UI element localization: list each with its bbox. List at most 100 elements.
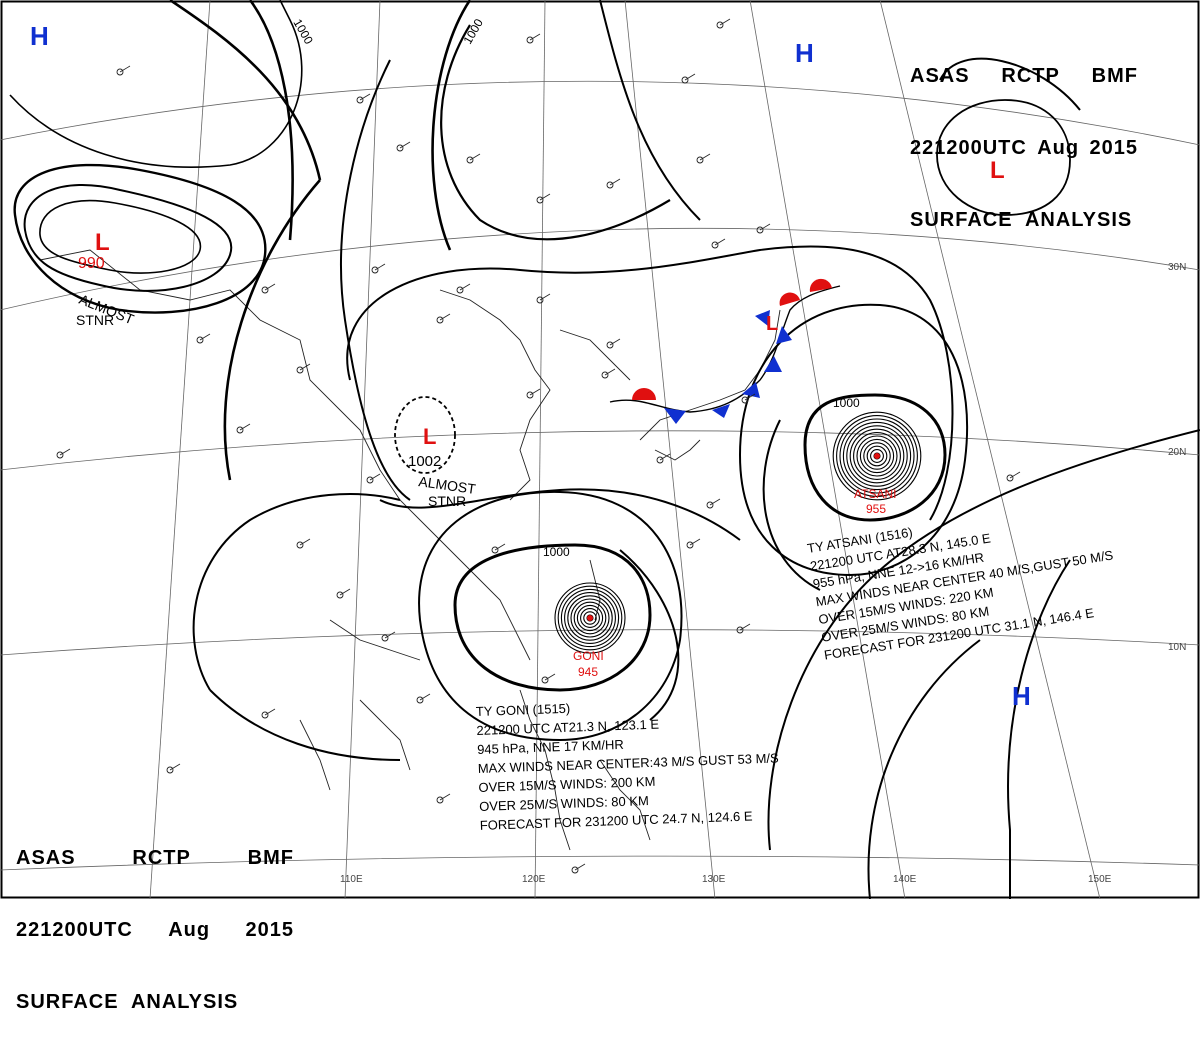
station-marker bbox=[491, 546, 499, 554]
low-center-front: L bbox=[766, 313, 778, 335]
warm-front-semicircle bbox=[632, 388, 656, 400]
station-marker bbox=[296, 541, 304, 549]
station-marker bbox=[571, 866, 579, 874]
station-marker bbox=[261, 286, 269, 294]
title-block-bottom-left: ASAS RCTP BMF 221200UTC Aug 2015 SURFACE ANA… bbox=[16, 798, 294, 1038]
title-year: 2015 bbox=[245, 919, 294, 941]
typhoon-eye bbox=[874, 453, 880, 459]
wind-barb bbox=[359, 93, 371, 101]
atsani-1000-isobar bbox=[803, 393, 947, 522]
wind-barb bbox=[399, 141, 411, 149]
typhoon-ring bbox=[836, 415, 918, 497]
lat-label: 10N bbox=[1168, 642, 1186, 653]
isobar-label: 1000 bbox=[833, 396, 860, 410]
typhoon-goni-name: GONI bbox=[573, 649, 604, 663]
goni-info-line: 945 hPa, NNE 17 KM/HR bbox=[477, 737, 624, 757]
wind-barb bbox=[339, 588, 351, 596]
station-marker bbox=[736, 626, 744, 634]
typhoon-ring bbox=[839, 418, 915, 494]
station-marker bbox=[381, 634, 389, 642]
station-marker bbox=[696, 156, 704, 164]
low-center-ne: L bbox=[990, 157, 1005, 184]
typhoon-ring bbox=[573, 601, 607, 635]
warm-front-semicircle bbox=[809, 278, 832, 292]
station-marker bbox=[536, 296, 544, 304]
typhoon-ring bbox=[576, 604, 604, 632]
typhoon-eye bbox=[587, 615, 593, 621]
lat-label: 20N bbox=[1168, 447, 1186, 458]
wind-barb bbox=[659, 453, 671, 461]
wind-barb bbox=[609, 338, 621, 346]
wind-barb bbox=[689, 538, 701, 546]
title-block-top-right: ASAS RCTP BMF 221200UTC Aug 2015 SURFACE ANA… bbox=[910, 16, 1138, 256]
cold-front-triangle bbox=[776, 326, 792, 344]
wind-barb bbox=[299, 363, 311, 371]
wind-barb bbox=[264, 283, 276, 291]
station-marker bbox=[541, 676, 549, 684]
wind-barb bbox=[439, 793, 451, 801]
goni-info-line: TY GONI (1515) bbox=[476, 701, 571, 719]
typhoon-ring bbox=[564, 592, 616, 644]
station-marker bbox=[706, 501, 714, 509]
title-time: 221200UTC bbox=[910, 137, 1027, 159]
goni-info-line: OVER 25M/S WINDS: 80 KM bbox=[479, 793, 649, 814]
wind-barb bbox=[739, 623, 751, 631]
station-marker bbox=[756, 226, 764, 234]
lon-label: 110E bbox=[340, 874, 363, 885]
typhoon-atsani-rings bbox=[832, 411, 922, 501]
station-marker bbox=[681, 76, 689, 84]
wind-barb bbox=[459, 283, 471, 291]
title-year: 2015 bbox=[1089, 137, 1138, 159]
typhoon-ring bbox=[554, 582, 626, 654]
station-marker bbox=[336, 591, 344, 599]
wind-barb bbox=[609, 178, 621, 186]
atsani-outer-isobar bbox=[738, 303, 969, 577]
wind-barb bbox=[439, 313, 451, 321]
station-marker bbox=[686, 541, 694, 549]
station-marker bbox=[716, 21, 724, 29]
cold-front-triangle bbox=[712, 404, 730, 418]
station-marker bbox=[456, 286, 464, 294]
wind-barb bbox=[1009, 471, 1021, 479]
station-marker bbox=[296, 366, 304, 374]
typhoon-goni-pressure: 945 bbox=[578, 665, 598, 679]
station-marker bbox=[356, 96, 364, 104]
low-center-mid-value: 1002 bbox=[408, 453, 441, 470]
wind-barb bbox=[299, 538, 311, 546]
typhoon-ring bbox=[863, 442, 891, 470]
station-marker bbox=[656, 456, 664, 464]
typhoon-ring bbox=[583, 611, 597, 625]
typhoon-ring bbox=[849, 428, 905, 484]
station-marker bbox=[436, 316, 444, 324]
wind-barb bbox=[384, 631, 396, 639]
title-station-code: BMF bbox=[247, 847, 294, 869]
low-center-mid: L bbox=[423, 424, 436, 449]
typhoon-ring bbox=[580, 608, 600, 628]
station-plots bbox=[56, 18, 1021, 874]
station-marker bbox=[526, 36, 534, 44]
typhoon-ring bbox=[856, 435, 898, 477]
wind-barb bbox=[574, 863, 586, 871]
typhoon-goni-rings bbox=[554, 582, 626, 654]
typhoon-ring bbox=[859, 438, 895, 474]
almost-stnr-2-line2: STNR bbox=[428, 493, 466, 509]
wind-barb bbox=[539, 293, 551, 301]
lon-label: 120E bbox=[522, 874, 546, 885]
title-station-code: ASAS bbox=[910, 65, 970, 87]
station-marker bbox=[196, 336, 204, 344]
station-marker bbox=[416, 696, 424, 704]
station-marker bbox=[261, 711, 269, 719]
wind-barb bbox=[544, 673, 556, 681]
low-center-nw: L bbox=[95, 229, 110, 256]
station-marker bbox=[711, 241, 719, 249]
high-center-ne: H bbox=[795, 38, 814, 68]
typhoon-atsani-name: ATSANI bbox=[854, 487, 896, 501]
typhoon-ring bbox=[846, 425, 908, 487]
typhoon-ring bbox=[567, 595, 613, 641]
wind-barb bbox=[714, 238, 726, 246]
station-marker bbox=[601, 371, 609, 379]
typhoon-ring bbox=[842, 421, 912, 491]
lon-label: 140E bbox=[893, 874, 917, 885]
wind-barb bbox=[684, 73, 696, 81]
goni-1000-isobar bbox=[453, 543, 652, 692]
